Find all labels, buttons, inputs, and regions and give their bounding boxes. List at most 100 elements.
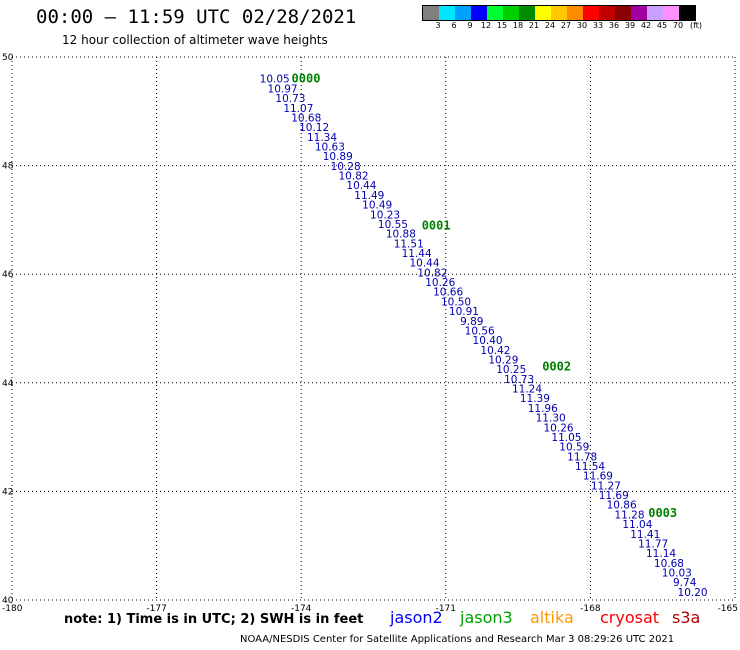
wave-height-label: 10.59 (559, 442, 589, 454)
wave-height-label: 10.26 (425, 277, 455, 289)
legend-label: 6 (451, 21, 457, 30)
legend-swatch (455, 6, 471, 20)
x-tick-label: -168 (580, 604, 601, 614)
chart-subtitle: 12 hour collection of altimeter wave hei… (62, 33, 328, 47)
satellite-jason3: jason3 (460, 608, 513, 627)
satellite-altika: altika (530, 608, 574, 627)
wave-height-label: 10.29 (488, 354, 518, 366)
wave-height-label: 11.69 (583, 471, 613, 483)
wave-height-label: 10.03 (662, 567, 692, 579)
legend-swatch (567, 6, 583, 20)
wave-height-label: 10.50 (441, 296, 471, 308)
wave-height-label: 11.54 (575, 461, 605, 473)
legend-swatch (647, 6, 663, 20)
wave-height-label: 11.05 (551, 432, 581, 444)
legend-swatch (439, 6, 455, 20)
y-tick-label: 44 (2, 379, 14, 389)
track-time-label: 0000 (292, 72, 321, 86)
wave-height-label: 11.69 (599, 490, 629, 502)
wave-height-label: 11.77 (638, 538, 668, 550)
wave-height-label: 10.56 (465, 325, 495, 337)
legend-swatch (615, 6, 631, 20)
satellite-s3a: s3a (672, 608, 701, 627)
wave-height-label: 11.39 (520, 393, 550, 405)
note-text: note: 1) Time is in UTC; 2) SWH is in fe… (64, 612, 364, 627)
wave-height-label: 11.78 (567, 451, 597, 463)
wave-height-label: 11.34 (307, 132, 337, 144)
wave-height-label: 10.23 (370, 209, 400, 221)
wave-height-label: 11.07 (283, 103, 313, 115)
legend-label: 24 (544, 21, 556, 30)
x-tick-label: -177 (146, 604, 166, 614)
wave-height-label: 10.40 (473, 335, 503, 347)
legend-swatch (535, 6, 551, 20)
x-tick-label: -180 (2, 604, 23, 614)
legend-label: 15 (496, 21, 508, 30)
wave-height-label: 10.44 (409, 258, 439, 270)
legend-swatch (599, 6, 615, 20)
color-legend (422, 5, 696, 21)
legend-swatch (519, 6, 535, 20)
wave-height-label: 10.86 (607, 500, 637, 512)
wave-height-label: 10.63 (315, 141, 345, 153)
wave-height-label: 10.12 (299, 122, 329, 134)
wave-height-label: 11.41 (630, 529, 660, 541)
legend-swatch (423, 6, 439, 20)
wave-height-label: 11.28 (614, 509, 644, 521)
wave-height-label: 10.28 (331, 161, 361, 173)
legend-swatch (583, 6, 599, 20)
wave-height-label: 10.91 (449, 306, 479, 318)
legend-label: 18 (512, 21, 524, 30)
legend-label: 33 (592, 21, 604, 30)
y-tick-label: 42 (2, 487, 13, 497)
y-tick-label: 46 (2, 270, 14, 280)
x-tick-label: -174 (291, 604, 312, 614)
legend-label: 36 (608, 21, 620, 30)
legend-label: 9 (467, 21, 473, 30)
wave-height-label: 11.96 (528, 403, 558, 415)
satellite-jason2: jason2 (390, 608, 443, 627)
legend-label: 42 (640, 21, 652, 30)
legend-label: 3 (435, 21, 441, 30)
wave-height-label: 9.74 (673, 577, 697, 589)
legend-swatch (471, 6, 487, 20)
x-tick-label: -171 (436, 604, 456, 614)
wave-height-label: 10.82 (339, 171, 369, 183)
track-time-label: 0002 (542, 360, 571, 374)
wave-height-label: 11.51 (394, 238, 424, 250)
legend-label: 45 (656, 21, 668, 30)
legend-swatch (551, 6, 567, 20)
wave-height-label: 11.24 (512, 384, 542, 396)
legend-label: 39 (624, 21, 636, 30)
x-tick-label: -165 (718, 604, 738, 614)
wave-height-label: 10.88 (386, 229, 416, 241)
legend-label: 27 (560, 21, 572, 30)
wave-height-label: 11.04 (622, 519, 652, 531)
legend-label: 30 (576, 21, 588, 30)
wave-height-label: 10.82 (417, 267, 447, 279)
wave-height-label: 10.73 (275, 93, 305, 105)
footer-credit: NOAA/NESDIS Center for Satellite Applica… (240, 634, 675, 645)
legend-swatch (503, 6, 519, 20)
wave-height-label: 10.25 (496, 364, 526, 376)
wave-height-label: 11.14 (646, 548, 676, 560)
wave-height-label: 10.20 (678, 587, 708, 599)
legend-label: 12 (480, 21, 492, 30)
y-tick-label: 40 (2, 596, 14, 606)
wave-height-label: 10.97 (268, 83, 298, 95)
wave-height-label: 10.68 (291, 112, 321, 124)
wave-height-label: 11.30 (536, 413, 566, 425)
y-tick-label: 48 (2, 162, 14, 172)
wave-height-label: 10.66 (433, 287, 463, 299)
wave-height-label: 10.89 (323, 151, 353, 163)
wave-height-label: 10.49 (362, 200, 392, 212)
legend-label: 21 (528, 21, 540, 30)
legend-swatch (663, 6, 679, 20)
wave-height-label: 11.44 (402, 248, 432, 260)
legend-swatch (631, 6, 647, 20)
legend-swatch (487, 6, 503, 20)
wave-height-label: 10.05 (260, 74, 290, 86)
y-tick-label: 50 (2, 53, 14, 63)
wave-height-label: 9.89 (460, 316, 483, 328)
